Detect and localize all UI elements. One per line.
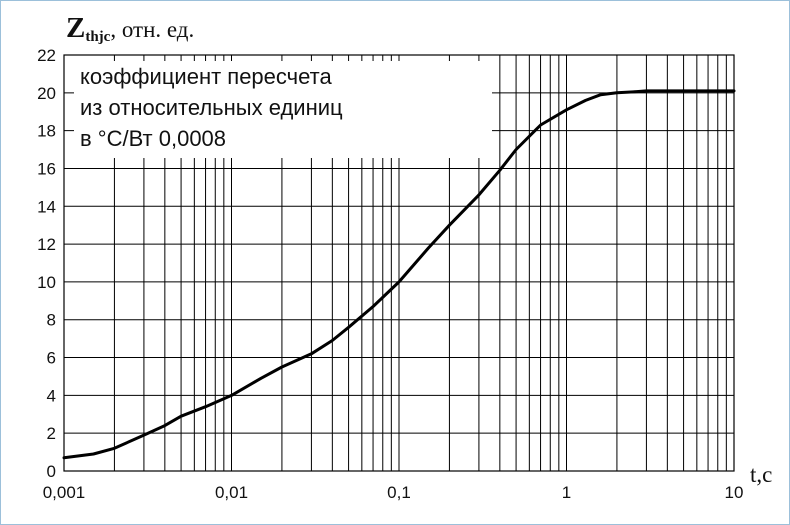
y-tick-label: 4 — [47, 386, 56, 405]
y-tick-label: 22 — [37, 46, 56, 65]
y-tick-label: 10 — [37, 273, 56, 292]
x-tick-label: 0,1 — [387, 483, 411, 502]
plot-border — [63, 54, 735, 472]
y-tick-label: 16 — [37, 159, 56, 178]
series-line — [62, 89, 736, 460]
y-tick-labels: 0 2 4 6 8 10 12 14 16 18 20 22 — [37, 46, 56, 481]
y-tick-label: 14 — [37, 197, 56, 216]
y-axis-label-sub: thjc — [85, 29, 110, 45]
y-tick-label: 20 — [37, 84, 56, 103]
y-axis-label-main: Z — [66, 12, 85, 44]
y-tick-label: 0 — [47, 462, 56, 481]
note-line-1: коэффициент пересчета — [80, 64, 332, 89]
x-tick-label: 1 — [562, 483, 571, 502]
y-axis-label-rest: , отн. ед. — [110, 17, 194, 42]
x-axis-label: t,c — [750, 462, 772, 487]
conversion-note: коэффициент пересчета из относительных е… — [74, 61, 492, 158]
y-tick-label: 12 — [37, 235, 56, 254]
y-tick-label: 18 — [37, 122, 56, 141]
y-tick-label: 8 — [47, 311, 56, 330]
y-axis-label: Zthjc, отн. ед. — [66, 12, 194, 45]
note-line-2: из относительных единиц — [80, 95, 343, 120]
note-line-3: в °С/Вт 0,0008 — [80, 126, 227, 151]
x-tick-label: 10 — [725, 483, 744, 502]
x-tick-label: 0,001 — [43, 483, 86, 502]
y-tick-label: 6 — [47, 349, 56, 368]
y-tick-label: 2 — [47, 424, 56, 443]
x-tick-label: 0,01 — [215, 483, 248, 502]
x-tick-labels: 0,001 0,01 0,1 1 10 — [43, 483, 744, 502]
